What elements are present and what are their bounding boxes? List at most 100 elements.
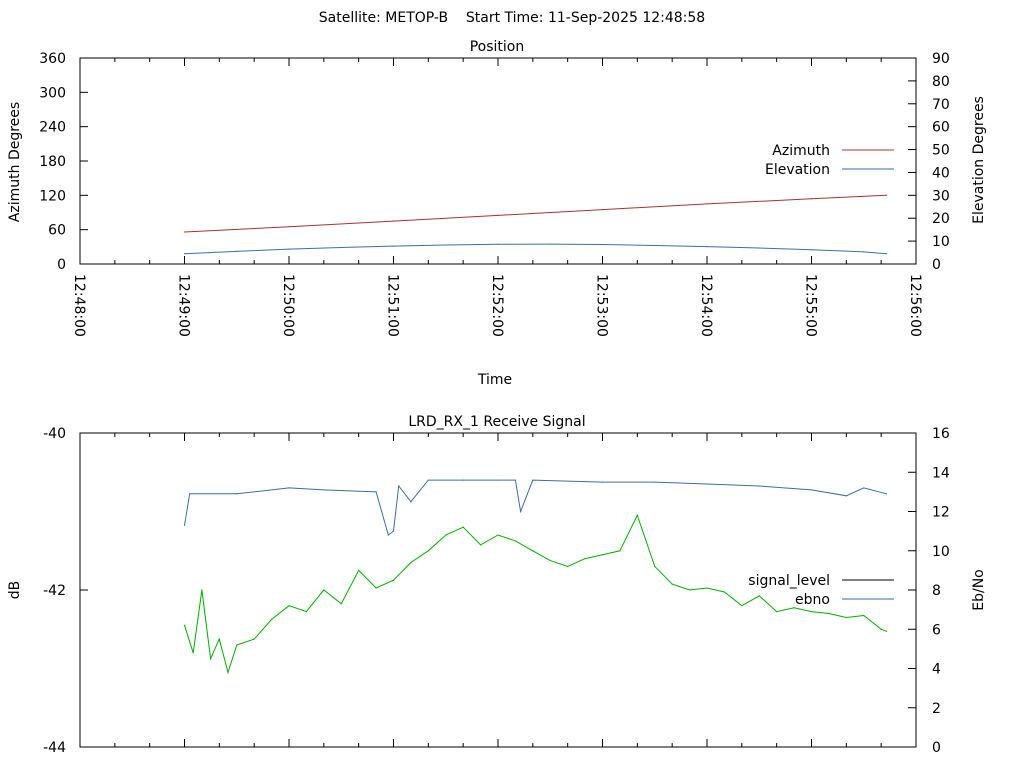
data-point [810,489,813,491]
y-tick-label: 0 [57,257,66,273]
data-point [479,544,482,546]
y-tick-label: 60 [48,223,66,239]
y2-tick-label: 4 [932,662,941,678]
signal-chart-title: LRD_RX_1 Receive Signal [408,414,585,430]
data-point [288,226,290,228]
data-point [671,583,673,585]
data-point [793,607,795,609]
data-point [741,605,743,607]
data-point [375,491,377,493]
y2-tick-label: 14 [932,465,950,481]
signal-chart: LRD_RX_1 Receive Signal dB Eb/No -44 -42 -… [7,414,987,756]
data-point [863,251,865,253]
data-point [810,610,813,613]
y2-tick-label: 60 [932,120,950,136]
data-point [288,605,290,607]
x-tick-label: 12:52:00 [489,274,505,337]
data-point [227,671,229,674]
data-point [654,481,656,483]
y-tick-label: 240 [39,120,66,136]
y2-tick-label: 20 [932,211,950,227]
legend-label: Elevation [765,162,830,178]
signal-series [183,479,887,675]
data-point [688,589,691,591]
data-point [236,644,238,646]
data-point [532,550,534,552]
data-point [445,244,447,246]
data-point [392,220,395,222]
data-point [880,628,882,630]
data-point [601,209,604,211]
data-point [601,481,604,483]
y-tick-label: -44 [43,740,66,756]
y-tick-label: 360 [39,51,66,67]
signal-ylabel: dB [7,581,23,600]
x-tick-label: 12:51:00 [385,274,401,337]
data-point [514,479,517,481]
data-point [270,618,273,621]
data-point [410,561,412,564]
y-tick-label: -42 [43,583,66,599]
data-point [758,247,760,249]
data-point [218,638,220,640]
data-point [340,246,342,249]
legend-label: ebno [795,592,830,608]
x-tick-label: 12:54:00 [698,274,714,337]
position-legend: Azimuth Elevation [765,143,894,178]
data-point [358,569,360,571]
data-point [305,610,308,613]
data-point [845,495,847,497]
data-point [201,589,203,591]
data-point [885,493,887,495]
position-ylabel: Azimuth Degrees [7,102,23,222]
data-point [776,610,778,613]
data-point [497,243,499,245]
data-point [514,540,517,542]
data-point [183,231,186,233]
data-point [183,624,186,626]
data-point [758,595,760,597]
data-point [392,530,395,532]
y2-tick-label: 2 [932,701,941,717]
y-tick-label: -40 [43,426,66,442]
data-point [189,493,191,495]
data-point [758,485,760,487]
position-xlabel: Time [477,372,512,388]
x-tick-label: 12:53:00 [594,274,610,337]
data-point [706,246,708,248]
data-point [192,652,194,654]
data-point [323,589,325,591]
series-line-0 [184,194,887,233]
signal-y2label: Eb/No [971,569,987,611]
y2-tick-label: 50 [932,143,950,159]
data-point [810,198,813,200]
header-title: Satellite: METOP-B Start Time: 11-Sep-20… [319,10,705,26]
position-series [183,194,887,255]
position-chart-title: Position [470,39,525,55]
data-point [387,534,389,536]
series-line-2 [184,514,887,675]
data-point [885,253,887,255]
data-point [654,244,656,247]
position-ticks: 0 60 120 180 240 300 360 0 10 20 30 40 50 60 70 80 90 12:… [39,51,950,337]
y-tick-label: 180 [39,154,66,170]
position-y2label: Elevation Degrees [971,96,987,224]
data-point [885,194,887,196]
data-point [236,250,238,253]
y2-tick-label: 0 [932,257,941,273]
y2-tick-label: 10 [932,544,950,560]
legend-label: Azimuth [772,143,830,159]
data-point [375,587,377,589]
x-tick-label: 12:48:00 [71,274,87,337]
data-point [863,614,865,617]
data-point [885,630,887,632]
data-point [601,554,604,556]
data-point [236,493,238,495]
y2-tick-label: 70 [932,97,950,113]
data-point [392,245,395,247]
y2-tick-label: 6 [932,622,941,638]
series-line-1 [184,243,887,255]
data-point [706,587,708,589]
data-point [445,534,447,536]
